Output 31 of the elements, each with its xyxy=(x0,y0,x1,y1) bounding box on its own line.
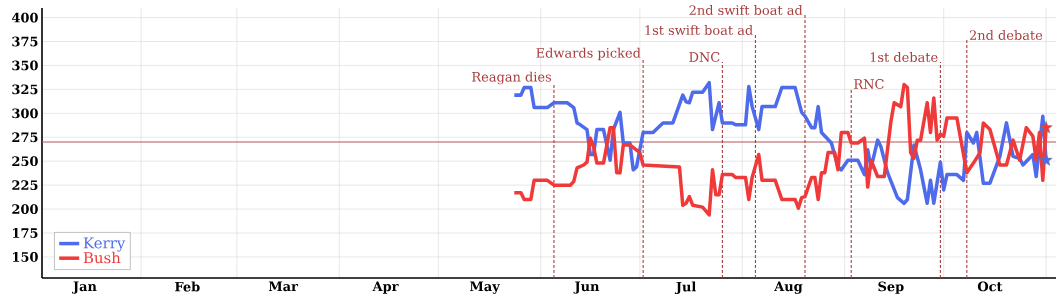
y-tick-label: 225 xyxy=(12,180,38,191)
legend-label: Bush xyxy=(83,251,121,264)
ref-line-label: Edwards picked xyxy=(536,47,641,61)
y-tick-label: 200 xyxy=(12,204,38,214)
y-tick-label: 300 xyxy=(12,108,38,119)
x-tick-label: Jun xyxy=(573,281,600,294)
ref-line-label: RNC xyxy=(854,79,884,89)
y-tick-label: 400 xyxy=(11,12,38,23)
y-tick-label: 375 xyxy=(12,36,38,47)
x-tick-label: Sep xyxy=(878,281,904,294)
ref-line-label: DNC xyxy=(689,52,720,62)
y-tick-label: 325 xyxy=(12,84,38,95)
ref-line-label: 2nd debate xyxy=(969,29,1043,41)
y-tick-label: 175 xyxy=(13,228,38,238)
x-tick-label: Feb xyxy=(175,281,200,292)
ref-line-label: 1st debate xyxy=(870,51,938,63)
x-tick-label: Apr xyxy=(372,281,399,294)
y-tick-label: 150 xyxy=(13,252,38,262)
y-tick-label: 350 xyxy=(12,60,38,71)
x-tick-label: Oct xyxy=(977,281,1003,292)
x-tick-label: Jan xyxy=(72,281,97,294)
ref-line-label: 2nd swift boat ad xyxy=(689,4,803,16)
y-tick-label: 250 xyxy=(12,156,38,167)
legend-label: Kerry xyxy=(83,237,126,252)
x-tick-label: May xyxy=(470,281,501,294)
y-tick-label: 275 xyxy=(12,132,38,143)
ref-line-label: Reagan dies xyxy=(472,71,552,85)
x-tick-label: Jul xyxy=(674,281,696,295)
x-tick-label: Mar xyxy=(268,281,299,292)
ref-line-label: 1st swift boat ad xyxy=(645,24,753,36)
x-tick-label: Aug xyxy=(774,281,803,294)
